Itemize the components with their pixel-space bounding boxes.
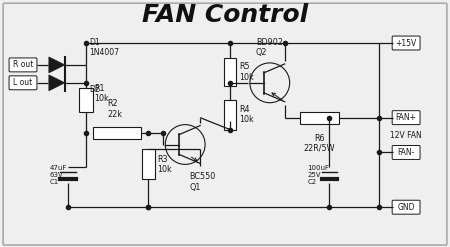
Text: BD902
Q2: BD902 Q2 (256, 38, 283, 57)
Text: 12V FAN: 12V FAN (390, 131, 422, 140)
Bar (142, 149, 155, 179)
Bar (79, 88, 93, 112)
Bar (300, 112, 339, 124)
FancyBboxPatch shape (3, 3, 447, 245)
Text: BC550
Q1: BC550 Q1 (189, 172, 216, 192)
Text: 100uF
25V
C2: 100uF 25V C2 (308, 165, 329, 185)
Text: R6
22R/5W: R6 22R/5W (304, 134, 335, 153)
FancyBboxPatch shape (392, 111, 420, 124)
Text: 47uF
63V
C1: 47uF 63V C1 (50, 165, 67, 185)
FancyBboxPatch shape (9, 58, 37, 72)
Text: FAN+: FAN+ (396, 113, 417, 122)
FancyBboxPatch shape (392, 145, 420, 159)
FancyBboxPatch shape (392, 200, 420, 214)
Text: GND: GND (397, 203, 415, 212)
Bar (224, 58, 236, 86)
FancyBboxPatch shape (392, 36, 420, 50)
Bar (93, 127, 141, 139)
Text: R4
10k: R4 10k (239, 105, 254, 124)
Polygon shape (49, 75, 65, 91)
FancyBboxPatch shape (9, 76, 37, 90)
Text: FAN-: FAN- (397, 148, 415, 157)
Text: +15V: +15V (396, 39, 417, 47)
Text: R5
10k: R5 10k (239, 62, 254, 82)
Polygon shape (49, 57, 65, 73)
Text: R out: R out (13, 61, 33, 69)
Text: L out: L out (14, 78, 33, 87)
Text: D1
1N4007: D1 1N4007 (90, 38, 120, 57)
Text: FAN Control: FAN Control (142, 3, 308, 27)
Text: R1
10k: R1 10k (94, 84, 109, 103)
Bar (224, 100, 236, 130)
Text: R2
22k: R2 22k (107, 99, 122, 119)
Text: D2: D2 (90, 85, 100, 94)
Text: R3
10k: R3 10k (158, 155, 172, 174)
